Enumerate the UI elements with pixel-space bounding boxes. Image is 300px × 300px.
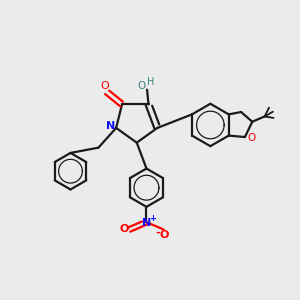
Text: O: O — [159, 230, 169, 240]
Text: O: O — [247, 133, 256, 142]
Text: -: - — [155, 227, 160, 237]
Text: N: N — [106, 122, 116, 131]
Text: H: H — [147, 77, 154, 87]
Text: O: O — [138, 81, 146, 91]
Text: +: + — [149, 214, 156, 223]
Text: O: O — [101, 80, 110, 91]
Text: O: O — [119, 224, 129, 235]
Text: N: N — [142, 218, 151, 228]
